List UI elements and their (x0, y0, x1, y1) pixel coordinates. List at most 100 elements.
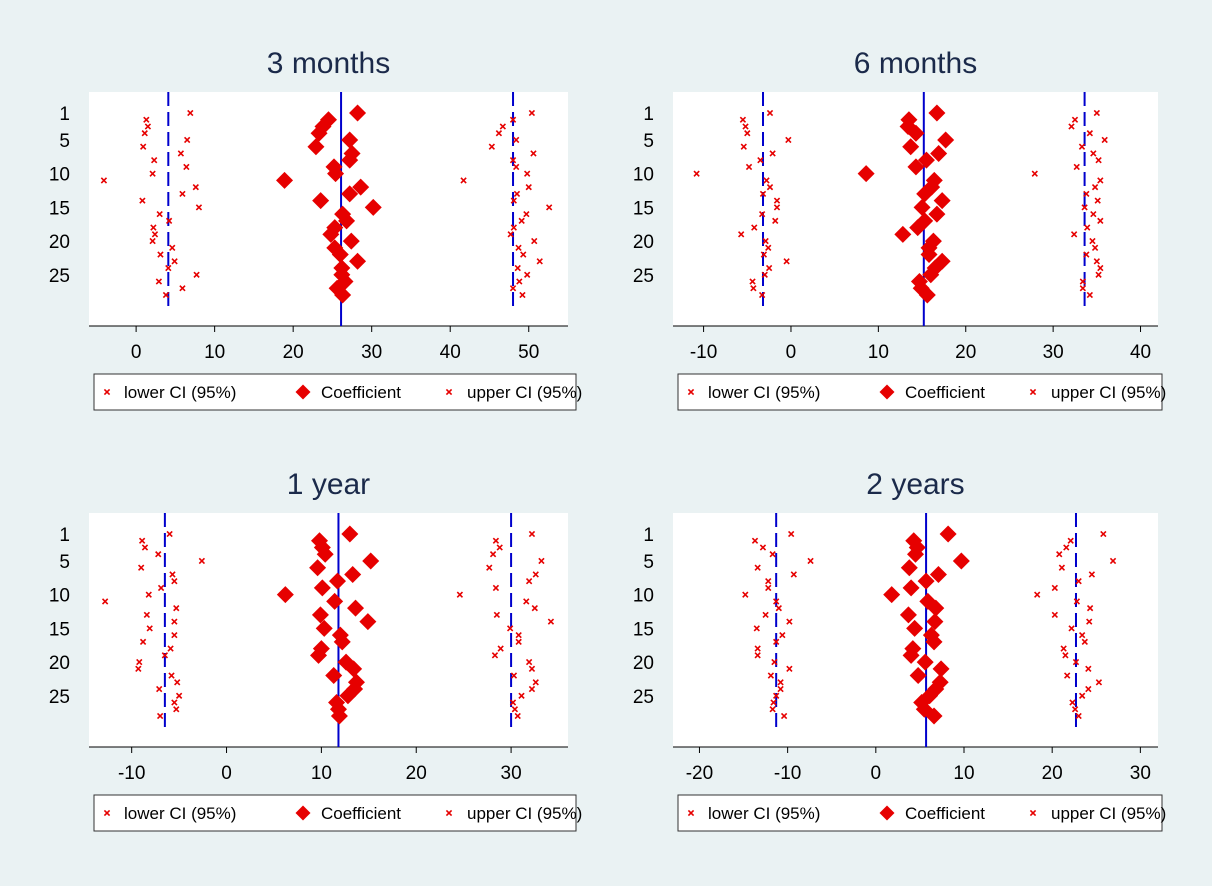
coefficient-point (913, 198, 931, 216)
upper-ci-point (1097, 264, 1104, 272)
upper-ci-point (506, 625, 514, 632)
lower-ci-point (770, 699, 777, 706)
x-tick-label: 30 (1130, 763, 1151, 784)
panel-title: 3 months (267, 47, 390, 80)
coefficient-point (276, 586, 294, 604)
legend: lower CI (95%) Coefficient upper CI (95%) (93, 373, 582, 411)
lower-ci-point (773, 204, 781, 211)
upper-ci-point (1084, 224, 1091, 231)
upper-ci-point (496, 544, 503, 551)
lower-ci-point (187, 109, 194, 117)
x-tick-label: 10 (953, 763, 974, 784)
upper-ci-point (1093, 109, 1100, 117)
lower-ci-point (758, 210, 766, 218)
coefficient-point (344, 565, 362, 583)
lower-ci-point (167, 645, 174, 652)
lower-ci-point (785, 136, 792, 144)
upper-ci-point (1086, 604, 1094, 612)
upper-ci-point (1073, 598, 1081, 605)
lower-ci-point (772, 217, 779, 225)
lower-ci-point (740, 143, 747, 150)
y-tick-label: 25 (49, 687, 70, 708)
coefficient-point (309, 559, 327, 577)
lower-ci-point (760, 251, 768, 258)
lower-ci-point (177, 150, 185, 157)
y-tick-label: 20 (633, 232, 654, 253)
lower-ci-point (745, 163, 753, 171)
legend-box (677, 794, 1163, 832)
y-tick-label: 5 (59, 552, 70, 573)
lower-ci-point (737, 231, 745, 238)
coefficient-point (952, 552, 970, 570)
coefficient-point (907, 158, 925, 176)
y-tick-label: 25 (633, 266, 654, 287)
lower-ci-point (151, 231, 159, 238)
upper-ci-point (1067, 537, 1074, 544)
x-tick-label: 10 (868, 342, 889, 363)
upper-ci-point (510, 197, 517, 204)
lower-ci-point (779, 631, 786, 639)
upper-ci-point (460, 177, 467, 184)
lower-ci-point (742, 591, 749, 598)
x-tick-label: 40 (440, 342, 461, 363)
lower-ci-point (765, 584, 772, 592)
upper-ci-point (1093, 258, 1100, 265)
lower-ci-point (762, 237, 769, 245)
upper-ci-point (1088, 571, 1096, 578)
legend-label: upper CI (95%) (1051, 804, 1166, 823)
y-tick-label: 20 (633, 653, 654, 674)
lower-ci-point (165, 264, 172, 272)
coefficient-point (341, 131, 359, 149)
y-tick-label: 15 (49, 619, 70, 640)
coefficient-point (926, 613, 944, 631)
lower-ci-point (759, 544, 767, 551)
upper-ci-point (489, 551, 497, 558)
lower-ci-point (783, 258, 790, 265)
lower-ci-point (171, 578, 178, 585)
legend: lower CI (95%) Coefficient upper CI (95%) (677, 373, 1166, 411)
x-tick-label: 20 (1042, 763, 1063, 784)
coefficient-point (326, 239, 344, 257)
coefficient-point (345, 660, 363, 678)
coefficient-point (316, 545, 334, 563)
upper-ci-point (514, 264, 521, 272)
lower-ci-point (751, 537, 759, 544)
lower-ci-point (750, 285, 757, 292)
legend-upper-ci-icon (445, 809, 453, 817)
lower-ci-point (156, 712, 164, 720)
x-tick-label: 50 (518, 342, 539, 363)
lower-ci-point (787, 530, 795, 538)
legend-label: lower CI (95%) (708, 383, 820, 402)
upper-ci-point (1068, 625, 1075, 632)
lower-ci-point (749, 278, 756, 285)
panel-title: 6 months (854, 47, 977, 80)
upper-ci-point (1062, 652, 1069, 659)
lower-ci-point (751, 224, 758, 231)
upper-ci-point (1051, 584, 1058, 592)
legend-box (93, 373, 577, 411)
lower-ci-point (171, 699, 178, 706)
lower-ci-point (135, 665, 142, 672)
x-tick-label: -20 (686, 763, 713, 784)
lower-ci-point (773, 692, 780, 699)
upper-ci-point (532, 679, 539, 686)
lower-ci-point (780, 712, 788, 720)
upper-ci-point (1109, 557, 1117, 565)
upper-ci-point (509, 285, 517, 292)
coefficient-point (327, 165, 345, 183)
upper-ci-point (510, 672, 518, 679)
y-tick-label: 25 (633, 687, 654, 708)
coefficient-point (916, 653, 934, 671)
upper-ci-point (1034, 591, 1041, 598)
upper-ci-point (1064, 672, 1071, 679)
lower-ci-point (765, 244, 772, 251)
coefficient-point (341, 525, 359, 543)
lower-ci-point (786, 618, 793, 625)
upper-ci-point (1083, 190, 1090, 198)
lower-ci-point (773, 598, 780, 605)
upper-ci-point (492, 584, 500, 592)
lower-ci-point (765, 578, 772, 585)
coefficient-point (333, 633, 351, 651)
upper-ci-point (1095, 157, 1102, 164)
coefficient-point (937, 131, 955, 149)
